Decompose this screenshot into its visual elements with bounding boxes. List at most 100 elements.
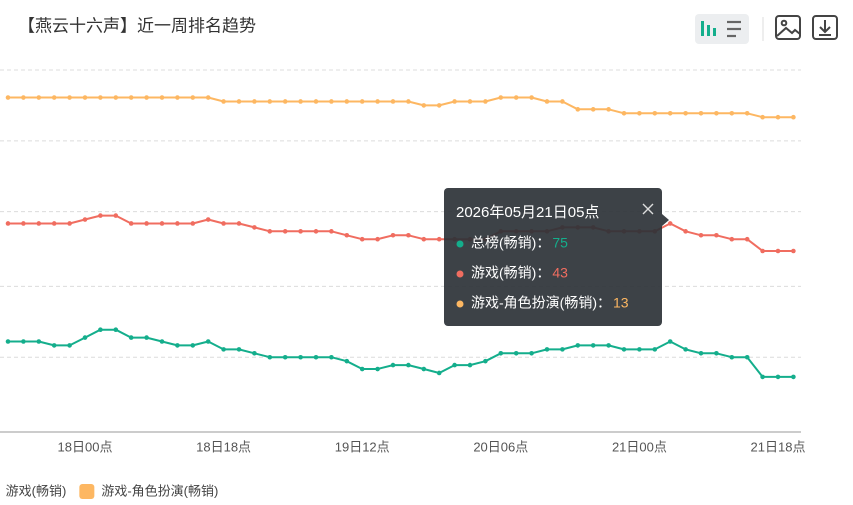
data-point <box>637 347 642 352</box>
data-point <box>729 110 735 116</box>
tooltip-dot <box>456 300 464 308</box>
data-point <box>560 347 565 352</box>
data-point <box>144 335 149 340</box>
data-point <box>744 354 750 360</box>
data-point <box>236 99 242 104</box>
data-point <box>159 95 165 100</box>
legend-label: 游戏(畅销) <box>6 483 67 498</box>
data-point <box>498 95 504 100</box>
data-point <box>236 347 242 352</box>
tooltip-arrow <box>662 214 669 226</box>
data-point <box>421 236 427 242</box>
data-point <box>282 354 288 360</box>
data-point <box>344 99 350 104</box>
data-point <box>113 213 119 218</box>
grid: 2203857759418日00点18日18点19日12点20日06点21日00… <box>0 69 805 454</box>
tooltip-label: 游戏-角色扮演(畅销)： <box>471 295 611 311</box>
data-point <box>467 99 473 104</box>
data-point <box>436 236 442 242</box>
data-point <box>98 213 103 218</box>
tooltip-box <box>444 188 662 326</box>
data-point <box>267 229 273 234</box>
x-tick-label: 18日18点 <box>196 439 251 454</box>
data-point <box>113 327 119 332</box>
x-tick-label: 21日00点 <box>612 439 667 454</box>
tooltip-value: 75 <box>552 235 568 251</box>
data-point <box>714 351 719 356</box>
data-point <box>82 217 88 222</box>
data-point <box>544 347 550 352</box>
data-point <box>652 347 658 352</box>
data-point <box>128 335 134 340</box>
data-point <box>590 107 596 112</box>
data-point <box>714 110 719 116</box>
data-point <box>67 343 72 348</box>
data-point <box>375 366 380 372</box>
data-point <box>144 95 149 100</box>
data-point <box>729 236 735 242</box>
legend-swatch <box>79 484 95 499</box>
series-line <box>8 214 794 252</box>
tooltip-label: 总榜(畅销)： <box>471 235 550 251</box>
data-point <box>590 343 596 348</box>
data-point <box>21 95 26 100</box>
data-point <box>205 217 211 222</box>
data-point <box>436 370 442 376</box>
data-point <box>529 95 534 100</box>
data-point <box>375 236 380 242</box>
data-point <box>67 221 72 226</box>
data-point <box>190 343 196 348</box>
data-point <box>498 351 504 356</box>
data-point <box>98 95 103 100</box>
data-point <box>760 114 765 120</box>
download-icon[interactable] <box>812 15 838 40</box>
data-point <box>205 339 211 344</box>
data-point <box>82 95 88 100</box>
list-view-icon[interactable] <box>727 20 741 38</box>
data-point <box>667 221 673 226</box>
overlay: 总榜(畅销)游戏(畅销)游戏-角色扮演(畅销)2026年05月21日05点总榜(… <box>6 188 669 499</box>
data-point <box>760 248 765 254</box>
chart-view-icon[interactable] <box>701 21 716 36</box>
data-point <box>714 232 719 238</box>
data-point <box>313 229 319 234</box>
data-point <box>791 248 796 254</box>
data-point <box>359 236 365 242</box>
data-point <box>329 99 334 104</box>
image-icon[interactable] <box>775 15 801 40</box>
tooltip-dot <box>456 240 464 248</box>
x-tick-label: 18日00点 <box>58 439 113 454</box>
legend-label: 游戏-角色扮演(畅销) <box>101 483 218 498</box>
data-point <box>221 99 226 104</box>
data-point <box>544 99 550 104</box>
data-point <box>760 374 765 380</box>
data-point <box>190 221 196 226</box>
data-point <box>36 339 42 344</box>
tooltip-close[interactable] <box>642 203 654 215</box>
data-point <box>667 339 673 344</box>
data-point <box>606 107 611 112</box>
data-point <box>175 221 180 226</box>
tooltip-dot <box>456 270 464 278</box>
data-point <box>267 354 273 360</box>
data-point <box>421 103 427 108</box>
data-point <box>744 236 750 242</box>
data-point <box>359 366 365 372</box>
chart-title: 【燕云十六声】近一周排名趋势 <box>18 16 256 35</box>
data-point <box>36 95 42 100</box>
data-point <box>575 343 581 348</box>
series-line <box>8 96 794 119</box>
data-point <box>775 248 781 254</box>
data-point <box>683 110 688 116</box>
data-point <box>667 110 673 116</box>
data-point <box>51 343 57 348</box>
data-point <box>606 343 611 348</box>
data-point <box>483 99 488 104</box>
data-point <box>683 347 688 352</box>
data-point <box>36 221 42 226</box>
data-point <box>775 374 781 380</box>
data-point <box>128 95 134 100</box>
data-point <box>282 229 288 234</box>
data-point <box>467 362 473 368</box>
